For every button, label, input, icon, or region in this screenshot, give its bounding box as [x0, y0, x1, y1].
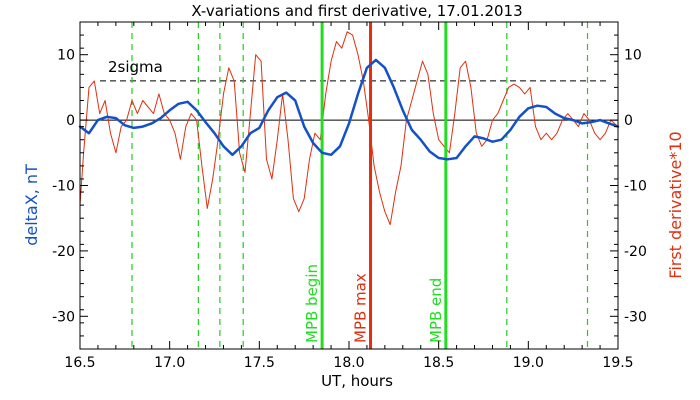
- y-tick-label-right-2: -10: [624, 179, 647, 195]
- marker-label-1: MPB max: [352, 273, 370, 343]
- plot-area: MPB begin MPB max MPB end: [78, 22, 620, 349]
- x-tick-label-3: 18.0: [333, 355, 364, 371]
- y-tick-label-left-4: -30: [52, 309, 75, 325]
- derivative-line: [79, 31, 619, 226]
- y-tick-label-left-2: -10: [52, 179, 75, 195]
- x-tick-label-4: 18.5: [423, 355, 454, 371]
- y-tick-label-right-1: 0: [624, 113, 633, 129]
- y-tick-label-right-3: -20: [624, 244, 647, 260]
- sigma-label: 2sigma: [108, 58, 163, 76]
- y-tick-label-left-1: 0: [66, 113, 75, 129]
- x-tick-label-6: 19.5: [602, 355, 633, 371]
- x-tick-label-2: 17.5: [244, 355, 275, 371]
- y-tick-label-right-0: 10: [624, 48, 642, 64]
- chart-title: X-variations and first derivative, 17.01…: [191, 2, 522, 20]
- x-tick-label-0: 16.5: [64, 355, 95, 371]
- marker-label-2: MPB end: [427, 278, 445, 343]
- y-axis-label-left: deltaX, nT: [22, 164, 41, 246]
- y-tick-label-left-3: -20: [52, 244, 75, 260]
- y-tick-label-left-0: 10: [57, 48, 75, 64]
- marker-label-0: MPB begin: [303, 264, 321, 343]
- axes: 16.5 17.0 17.5 18.0 18.5 19.0 19.5 10 0 -10 -20 -30…: [52, 21, 647, 371]
- deltax-line: [78, 58, 620, 161]
- y-axis-label-right: First derivative*10: [666, 131, 685, 278]
- x-axis-label: UT, hours: [321, 372, 393, 390]
- y-tick-label-right-4: -30: [624, 309, 647, 325]
- x-tick-label-5: 19.0: [513, 355, 544, 371]
- x-tick-label-1: 17.0: [154, 355, 185, 371]
